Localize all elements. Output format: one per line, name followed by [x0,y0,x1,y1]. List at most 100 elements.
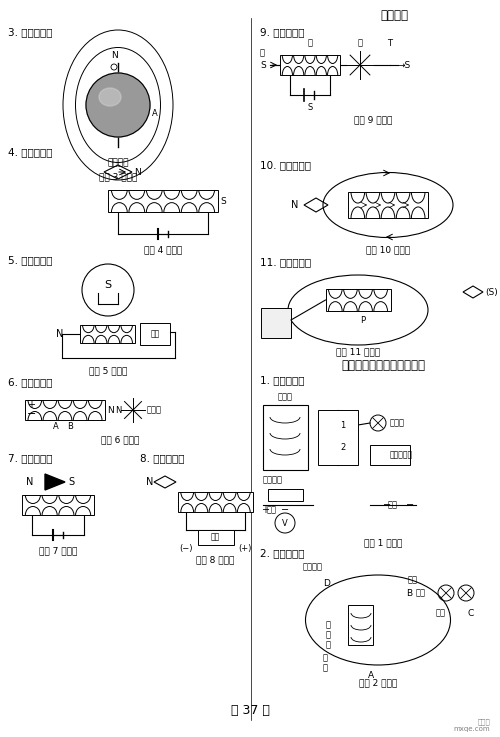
Text: （第 9 题图）: （第 9 题图） [354,116,392,125]
Text: −: − [406,500,414,510]
Text: N: N [146,477,153,487]
Bar [108,190,218,212]
Text: 10. 如图所示。: 10. 如图所示。 [260,160,311,170]
Bar [370,445,410,465]
Text: （第 5 题图）: （第 5 题图） [89,366,127,375]
Text: 器: 器 [326,640,331,649]
Text: →S: →S [398,60,411,69]
Bar [348,605,373,645]
Text: （第 10 题图）: （第 10 题图） [366,245,410,254]
Text: 继: 继 [326,621,331,629]
Text: N: N [290,200,298,210]
Text: D: D [323,579,330,587]
Bar [318,410,358,465]
Text: 答案圈
mxqe.com: 答案圈 mxqe.com [454,718,490,732]
Bar [348,192,428,218]
Bar [280,55,340,75]
Text: 丙: 丙 [358,38,362,47]
Text: 零线: 零线 [408,576,418,584]
Text: +: + [261,505,269,515]
Text: A: A [53,422,59,430]
Text: 电源: 电源 [150,329,160,338]
Text: −: − [27,409,36,419]
Bar [178,492,253,512]
Text: N: N [56,329,64,339]
Text: （第 7 题图）: （第 7 题图） [39,547,77,556]
Circle shape [86,73,150,137]
Text: 1. 如图所示。: 1. 如图所示。 [260,375,304,385]
Text: 7. 如图所示。: 7. 如图所示。 [8,453,52,463]
Text: S: S [104,280,112,290]
Text: 1: 1 [340,421,345,430]
Text: 指示灯: 指示灯 [390,419,405,427]
Bar [80,325,135,343]
Text: （第 6 题图）: （第 6 题图） [101,436,139,444]
Text: +: + [27,400,35,410]
Text: V: V [282,519,288,528]
Text: S: S [308,102,312,111]
Text: P: P [360,315,366,324]
Text: 乙: 乙 [308,38,312,47]
Text: 弹
簧: 弹 簧 [323,653,328,673]
Text: N: N [26,477,33,487]
Text: （第 8 题图）: （第 8 题图） [196,556,234,565]
Text: (+): (+) [238,543,252,553]
Text: 9. 如图所示。: 9. 如图所示。 [260,27,304,37]
Bar [198,530,234,545]
Text: （第 2 题图）: （第 2 题图） [359,679,397,688]
Text: 2: 2 [340,442,345,452]
Text: 电磁铁: 电磁铁 [278,393,292,402]
Text: 永磁体: 永磁体 [147,405,162,414]
Bar [140,323,170,345]
Text: S: S [220,197,226,206]
Text: 电控照相机: 电控照相机 [390,450,413,459]
Text: S: S [260,60,266,69]
Text: 11. 如图所示。: 11. 如图所示。 [260,257,311,267]
Text: A: A [152,108,158,117]
Text: 光敏电阻: 光敏电阻 [303,562,323,571]
Text: 2. 如图所示。: 2. 如图所示。 [260,548,304,558]
Text: 参考答案: 参考答案 [380,9,408,21]
Text: 电源: 电源 [388,500,398,509]
Text: C: C [468,609,474,618]
Text: B: B [67,422,73,430]
Bar [263,405,308,470]
Text: 地理南极: 地理南极 [107,158,129,167]
Text: （第 11 题图）: （第 11 题图） [336,348,380,357]
Text: 6. 如图所示。: 6. 如图所示。 [8,377,52,387]
Text: 压敏电阻: 压敏电阻 [263,475,283,484]
Text: (−): (−) [179,543,193,553]
Text: T: T [388,38,392,47]
Ellipse shape [99,88,121,106]
Polygon shape [45,474,65,490]
Text: 🍀 37 🍀: 🍀 37 🍀 [230,704,270,716]
Text: 电源: 电源 [267,506,277,514]
Text: 触点: 触点 [436,609,446,618]
Bar [326,289,390,311]
Text: 4. 如图所示。: 4. 如图所示。 [8,147,52,157]
Text: N: N [111,51,118,60]
Text: 甲: 甲 [260,49,265,57]
Text: B: B [406,589,412,598]
Text: N: N [107,405,114,414]
Text: 电: 电 [326,630,331,640]
Text: N: N [134,167,141,176]
Text: 8. 如图所示。: 8. 如图所示。 [140,453,184,463]
Text: 3. 如图所示。: 3. 如图所示。 [8,27,52,37]
Text: （第 3 题图）: （第 3 题图） [99,172,137,181]
Text: A: A [368,671,374,680]
Text: 电磁继电器作图题专项训练: 电磁继电器作图题专项训练 [341,358,425,371]
Bar [25,400,105,420]
Text: （第 4 题图）: （第 4 题图） [144,245,182,254]
Bar [261,308,291,338]
Bar [268,489,303,501]
Text: S: S [68,477,74,487]
Text: 火线: 火线 [416,589,426,598]
Bar [22,495,94,515]
Text: 电源: 电源 [211,533,220,542]
Text: N: N [114,405,121,414]
Text: 5. 如图所示。: 5. 如图所示。 [8,255,52,265]
Text: （第 1 题图）: （第 1 题图） [364,539,402,548]
Text: −: − [383,500,391,510]
Text: (S): (S) [485,287,498,296]
